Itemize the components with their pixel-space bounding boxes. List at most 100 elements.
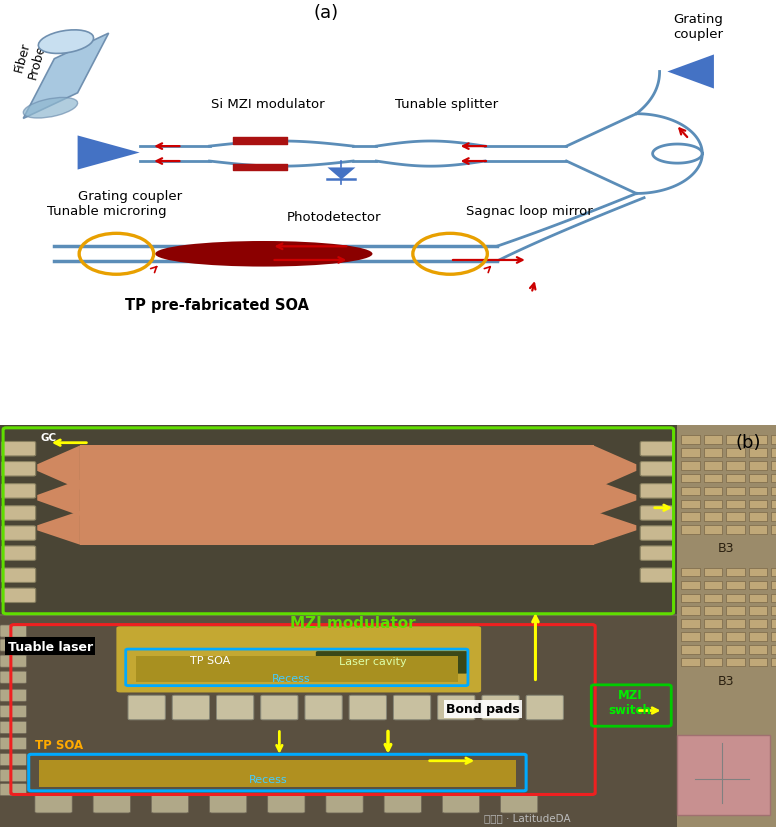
Text: Laser cavity: Laser cavity [338,657,407,667]
Bar [749,500,767,509]
Bar [726,658,745,667]
Text: Sagnac loop mirror: Sagnac loop mirror [466,204,592,218]
Text: Tunable microring: Tunable microring [47,204,166,218]
Bar [726,461,745,470]
FancyBboxPatch shape [640,526,674,541]
Bar [704,500,722,509]
FancyBboxPatch shape [268,795,305,813]
Bar [681,645,700,653]
Bar [704,658,722,667]
Bar [677,426,776,827]
Bar [726,500,745,509]
Bar [771,500,776,509]
Text: MZI modulator: MZI modulator [290,615,416,630]
Bar [39,760,516,787]
Bar [749,461,767,470]
Bar [681,475,700,483]
Polygon shape [594,480,636,516]
FancyBboxPatch shape [438,696,475,720]
Bar [726,645,745,653]
Bar [0,426,677,614]
Bar [726,633,745,641]
Bar [681,594,700,602]
Bar [681,568,700,576]
FancyBboxPatch shape [2,462,36,476]
Bar [771,461,776,470]
FancyBboxPatch shape [442,795,480,813]
Bar [726,513,745,521]
Text: Grating
coupler: Grating coupler [674,12,723,41]
FancyBboxPatch shape [482,696,519,720]
FancyBboxPatch shape [501,795,538,813]
Text: Si MZI modulator: Si MZI modulator [211,98,324,111]
Bar [771,658,776,667]
Text: B3: B3 [718,542,735,555]
FancyBboxPatch shape [35,795,72,813]
FancyBboxPatch shape [305,696,342,720]
Text: (b): (b) [736,434,761,452]
Bar [749,607,767,615]
Bar [681,513,700,521]
Bar [681,619,700,628]
Bar [681,500,700,509]
Bar [704,594,722,602]
Bar [704,581,722,590]
Bar [704,633,722,641]
Bar [681,526,700,534]
Ellipse shape [155,241,372,267]
Text: Fiber
Probe: Fiber Probe [12,39,47,80]
Polygon shape [667,55,714,89]
Bar [80,511,594,545]
Text: TP SOA: TP SOA [35,739,83,751]
FancyBboxPatch shape [0,721,26,734]
Bar [704,568,722,576]
Polygon shape [78,136,140,170]
Text: Bond pads: Bond pads [446,702,520,715]
FancyBboxPatch shape [2,546,36,561]
Bar [681,436,700,444]
Text: Tuable laser: Tuable laser [8,640,93,653]
FancyBboxPatch shape [128,696,165,720]
FancyBboxPatch shape [326,795,363,813]
Bar [771,487,776,495]
Bar [726,487,745,495]
Bar [704,461,722,470]
Polygon shape [594,511,636,545]
Bar [749,449,767,457]
FancyBboxPatch shape [0,705,26,718]
FancyBboxPatch shape [0,770,26,782]
Bar [749,513,767,521]
Bar [80,480,594,516]
FancyBboxPatch shape [640,546,674,561]
Text: (a): (a) [314,4,338,22]
FancyBboxPatch shape [0,738,26,749]
Bar [749,475,767,483]
Bar [771,568,776,576]
FancyBboxPatch shape [0,639,26,652]
Bar [681,633,700,641]
Bar [704,436,722,444]
Bar [771,633,776,641]
Bar [0,616,677,827]
FancyBboxPatch shape [93,795,130,813]
FancyBboxPatch shape [384,795,421,813]
Text: Grating coupler: Grating coupler [78,189,182,203]
Bar [726,449,745,457]
Bar [726,526,745,534]
Bar [677,734,770,815]
Polygon shape [23,34,109,119]
FancyBboxPatch shape [316,652,468,674]
Text: 公众号 · LatitudeDA: 公众号 · LatitudeDA [484,812,571,822]
FancyBboxPatch shape [393,696,431,720]
FancyBboxPatch shape [0,690,26,701]
Bar [704,607,722,615]
Text: TP SOA: TP SOA [190,656,230,666]
Bar [704,645,722,653]
Bar [749,436,767,444]
Bar [771,607,776,615]
Bar [749,619,767,628]
Text: Recess: Recess [272,673,310,683]
Bar [771,449,776,457]
FancyBboxPatch shape [172,696,210,720]
FancyBboxPatch shape [0,784,26,796]
